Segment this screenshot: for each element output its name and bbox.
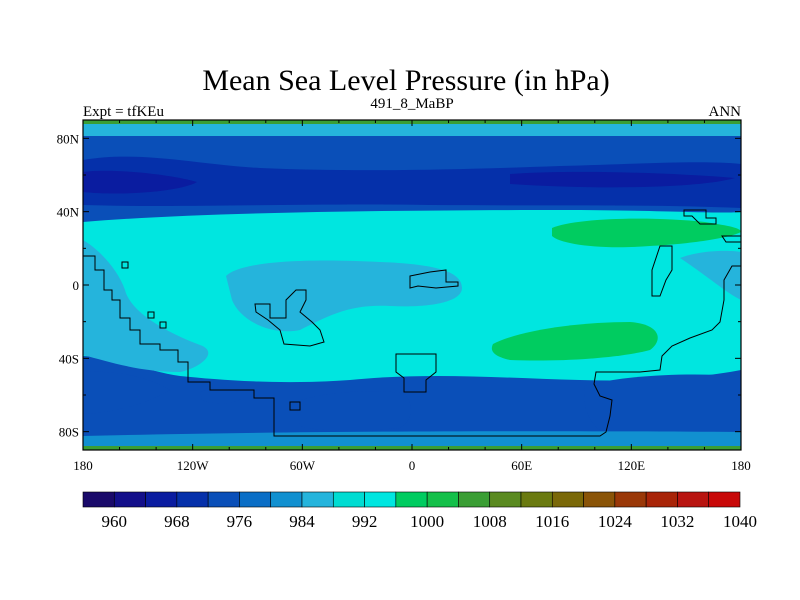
experiment-label: Expt = tfKEu	[83, 104, 164, 120]
field-996-arctic	[83, 124, 741, 136]
plot-title: Mean Sea Level Pressure (in hPa)	[202, 64, 609, 97]
latitude-tick-label: 0	[73, 278, 80, 293]
field-976-band	[83, 156, 741, 208]
field-1008-high-south	[491, 322, 658, 361]
colorbar-swatch	[677, 491, 710, 508]
colorbar-label: 1000	[410, 512, 444, 531]
field-968-low	[83, 170, 197, 194]
coastlines	[83, 209, 741, 437]
coastline-asia-north	[683, 209, 717, 225]
field-984-south-west	[83, 371, 170, 414]
season-label: ANN	[709, 104, 742, 120]
colorbar-label: 992	[352, 512, 378, 531]
colorbar-swatch	[614, 491, 647, 508]
colorbar-label: 984	[289, 512, 315, 531]
colorbar-label: 1040	[723, 512, 757, 531]
coastline-small-islands	[147, 311, 167, 329]
coastline-islands-east	[721, 235, 741, 243]
axis-ticks	[82, 120, 742, 450]
colorbar-swatch	[207, 491, 240, 508]
field-984-blob	[200, 388, 244, 404]
colorbar-swatch	[176, 491, 209, 508]
longitude-tick-label: 180	[731, 458, 751, 473]
colorbar-label: 976	[227, 512, 253, 531]
colorbar-label: 968	[164, 512, 190, 531]
colorbar-labels: 960 968 976 984 992 1000 1008 1016 1024 1032 1040	[102, 512, 757, 531]
colorbar-label: 1032	[660, 512, 694, 531]
coastline-americas-west	[83, 255, 260, 399]
colorbar-swatch	[583, 491, 616, 508]
field-984-south-central	[296, 391, 412, 431]
field-992-antarctic	[83, 431, 741, 446]
latitude-labels: 80N 40N 0 40S 80S	[57, 131, 80, 439]
field-996-east	[680, 250, 741, 300]
longitude-labels: 180 120W 60W 0 60E 120E 180	[73, 458, 751, 473]
coastline-island	[121, 261, 129, 269]
longitude-tick-label: 120E	[618, 458, 646, 473]
colorbar-swatch	[113, 491, 146, 508]
colorbar-swatch	[145, 491, 178, 508]
colorbar-label: 1024	[598, 512, 633, 531]
latitude-tick-label: 80N	[57, 131, 80, 146]
coastline-island-south	[289, 401, 301, 411]
colorbar-swatch	[395, 491, 428, 508]
coastline-south-america	[254, 289, 325, 347]
field-984-south-east	[584, 374, 741, 438]
colorbar-swatch	[82, 491, 115, 508]
colorbar-swatch	[301, 491, 334, 508]
colorbar-swatch	[239, 491, 272, 508]
center-label: 491_8_MaBP	[370, 96, 453, 112]
colorbar	[82, 491, 741, 508]
colorbar-swatch	[332, 491, 365, 508]
coastline-asia-east	[651, 245, 673, 297]
colorbar-swatch	[364, 491, 397, 508]
pressure-field	[83, 120, 741, 450]
field-968-low-east	[510, 171, 735, 188]
colorbar-swatch	[458, 491, 491, 508]
coastline-south	[260, 265, 741, 437]
longitude-tick-label: 180	[73, 458, 93, 473]
colorbar-swatch	[489, 491, 522, 508]
field-996-west	[83, 240, 209, 372]
colorbar-label: 1008	[473, 512, 507, 531]
colorbar-swatch	[551, 491, 584, 508]
colorbar-label: 1016	[535, 512, 569, 531]
coastline-africa-north	[409, 269, 459, 289]
field-1008-high-north	[552, 218, 741, 248]
colorbar-swatch	[270, 491, 303, 508]
colorbar-swatch	[645, 491, 678, 508]
coastline-africa-south	[395, 353, 437, 393]
latitude-tick-label: 80S	[59, 425, 79, 440]
colorbar-swatch	[708, 491, 741, 508]
colorbar-label: 960	[102, 512, 128, 531]
field-996-tropics	[226, 260, 462, 332]
longitude-tick-label: 60W	[290, 458, 316, 473]
longitude-tick-label: 0	[409, 458, 416, 473]
longitude-tick-label: 60E	[511, 458, 532, 473]
colorbar-swatch	[426, 491, 459, 508]
latitude-tick-label: 40S	[59, 351, 79, 366]
latitude-tick-label: 40N	[57, 205, 80, 220]
colorbar-swatch	[520, 491, 553, 508]
longitude-tick-label: 120W	[177, 458, 210, 473]
